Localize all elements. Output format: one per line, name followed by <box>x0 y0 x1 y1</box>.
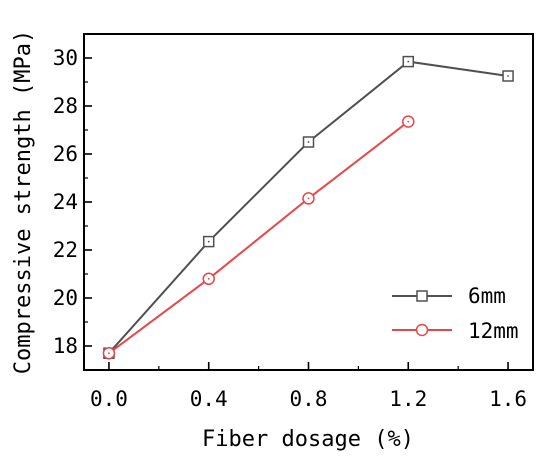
x-tick-label: 0.0 <box>90 387 128 411</box>
series-layer <box>102 55 514 360</box>
legend-marker-12mm <box>415 323 429 337</box>
data-point-dot-6mm <box>207 240 210 243</box>
legend-label-12mm: 12mm <box>468 319 519 343</box>
data-point-dot-6mm <box>507 75 509 77</box>
y-axis-ticks: 18 20 22 24 26 28 30 <box>53 46 92 358</box>
y-tick-label: 22 <box>53 238 78 262</box>
x-axis-ticks: 0.0 0.4 0.8 1.2 1.6 <box>90 362 527 411</box>
x-tick-label: 0.8 <box>290 387 328 411</box>
x-tick-label: 0.4 <box>190 387 228 411</box>
data-point-dot-6mm <box>407 60 410 63</box>
y-tick-label: 26 <box>53 142 78 166</box>
y-axis-title: Compressive strength (MPa) <box>11 30 36 374</box>
x-axis-title: Fiber dosage (%) <box>202 427 414 452</box>
legend-label-6mm: 6mm <box>468 284 506 308</box>
series-line-12mm <box>108 120 409 355</box>
y-tick-label: 24 <box>53 190 78 214</box>
legend: 6mm 12mm <box>392 284 519 343</box>
y-tick-label: 18 <box>53 334 78 358</box>
data-point-dot-6mm <box>307 141 310 143</box>
data-point-dot-12mm <box>108 352 110 355</box>
y-tick-label: 30 <box>53 46 78 70</box>
y-tick-label: 28 <box>53 94 78 118</box>
data-point-dot-12mm <box>307 197 310 200</box>
y-tick-label: 20 <box>53 286 78 310</box>
data-point-dot-12mm <box>407 120 410 123</box>
legend-marker-6mm <box>416 290 428 302</box>
x-tick-label: 1.2 <box>389 387 427 411</box>
data-point-dot-12mm <box>207 277 210 280</box>
x-tick-label: 1.6 <box>489 387 527 411</box>
